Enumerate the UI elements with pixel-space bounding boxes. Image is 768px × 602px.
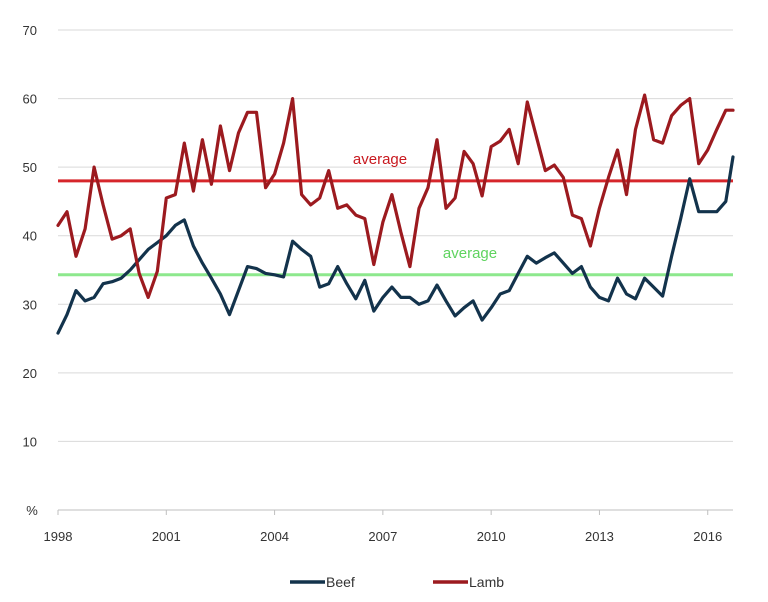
series-line-lamb	[56, 93, 735, 299]
gridlines	[58, 29, 733, 442]
x-tick-label: 2010	[477, 529, 506, 544]
legend-label-lamb: Lamb	[469, 574, 504, 590]
x-tick-label: 2007	[368, 529, 397, 544]
series-lines	[56, 93, 735, 335]
average-reference-lines: average average	[58, 151, 733, 277]
legend-label-beef: Beef	[326, 574, 355, 590]
x-axis-ticks: 1998 2001 2004 2007 2010 2013 2016	[44, 510, 722, 544]
y-axis-label: %	[26, 503, 38, 518]
y-tick-label: 60	[23, 92, 37, 107]
y-tick-label: 20	[23, 366, 37, 381]
x-tick-label: 2013	[585, 529, 614, 544]
x-tick-label: 2001	[152, 529, 181, 544]
y-tick-label: 40	[23, 229, 37, 244]
average-label: average	[353, 151, 407, 168]
y-tick-label: 30	[23, 297, 37, 312]
average-label: average	[443, 245, 497, 262]
y-tick-label: 70	[23, 23, 37, 38]
x-tick-label: 1998	[44, 529, 73, 544]
y-tick-label: 50	[23, 160, 37, 175]
y-tick-label: 10	[23, 434, 37, 449]
x-tick-label: 2016	[693, 529, 722, 544]
x-tick-label: 2004	[260, 529, 289, 544]
legend: Beef Lamb	[290, 574, 504, 590]
series-line-beef	[56, 155, 735, 335]
y-axis-ticks: 10 20 30 40 50 60 70%	[23, 23, 39, 518]
